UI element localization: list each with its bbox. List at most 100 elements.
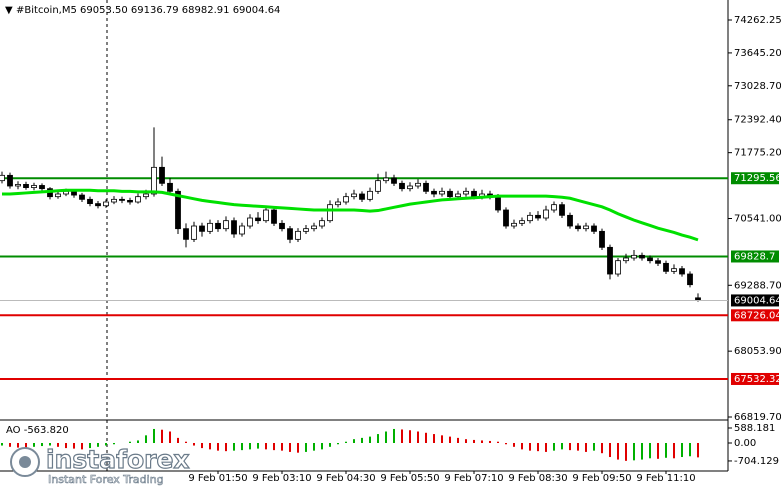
candle-body [231,220,237,235]
candle-body [111,198,117,203]
level-label-box [731,372,779,385]
candle-body [207,222,213,232]
candle-body [631,254,637,259]
x-tick-label: 9 Feb 01:50 [188,473,247,484]
chart-title: #Bitcoin,M5 69053.50 69136.79 68982.91 6… [16,5,280,16]
candle-body [423,182,429,192]
y-tick-label: 74262.25 [734,15,781,26]
candle-body [255,217,261,222]
candle-body [23,184,29,189]
candle-body [599,230,605,248]
logo-tagline: Instant Forex Trading [48,473,164,486]
y-tick-label: 73028.70 [734,81,781,92]
candle-body [215,222,221,230]
current-price-label: 69004.64 [734,295,781,306]
candle-body [0,174,5,182]
candle-body [271,209,277,224]
ao-tick-label: -704.129 [734,456,779,467]
candle-body [343,196,349,203]
x-tick-label: 9 Feb 09:50 [572,473,631,484]
candle-body [247,217,253,227]
candle-body [447,190,453,198]
candle-body [103,201,109,207]
logo-name: instaforex [46,445,190,474]
candle-body [591,225,597,232]
logo: instaforex Instant Forex Trading [10,444,190,486]
level-label: 71295.56 [734,173,781,184]
candle-body [263,209,269,222]
candle-body [639,254,645,259]
candle-body [31,185,37,189]
x-tick-label: 9 Feb 11:10 [636,473,695,484]
candle-body [191,225,197,240]
y-tick-label: 70541.00 [734,213,781,224]
candle-body [535,214,541,219]
ao-tick-label: 0.00 [734,438,756,449]
candle-body [151,166,157,195]
candle-body [175,190,181,230]
level-label-box [731,250,779,263]
current-price-box [731,294,779,307]
candle-body [647,257,653,262]
candle-body [223,220,229,230]
candle-body [7,174,13,187]
moving-average [2,188,699,242]
candle-body [655,260,661,264]
y-tick-label: 73645.20 [734,48,781,59]
candle-body [95,203,101,207]
candle-body [383,177,389,182]
level-label: 69828.7 [734,251,775,262]
candle-body [359,193,365,200]
candle-body [183,228,189,240]
level-label-box [731,172,779,185]
candle-body [583,225,589,230]
candle-body [407,185,413,190]
level-label: 68726.04 [734,310,781,321]
x-tick-label: 9 Feb 07:10 [444,473,503,484]
candle-body [527,214,533,222]
x-tick-label: 9 Feb 05:50 [380,473,439,484]
candle-body [71,190,77,196]
y-tick-label: 66819.70 [734,412,781,423]
candle-body [167,182,173,192]
candle-body [143,193,149,198]
candle-body [295,230,301,240]
candle-body [455,193,461,198]
candle-body [543,209,549,219]
x-tick-label: 9 Feb 04:30 [316,473,375,484]
candle-body [15,184,21,187]
candle-body [39,185,45,190]
candle-body [431,190,437,195]
candle-body [239,225,245,235]
candle-body [503,209,509,227]
candle-body [623,257,629,262]
candle-body [303,228,309,232]
candle-body [327,204,333,222]
candle-body [615,260,621,275]
candle-body [679,268,685,275]
candle-body [559,204,565,216]
y-tick-label: 71775.20 [734,148,781,159]
candle-body [55,193,61,198]
candle-body [567,214,573,227]
candle-body [399,182,405,190]
y-tick-label: 69288.70 [734,280,781,291]
candle-body [159,166,165,184]
candle-body [335,201,341,206]
candle-body [279,222,285,230]
candle-body [319,220,325,227]
candle-body [495,196,501,211]
candle-body [439,190,445,195]
candle-body [135,196,141,203]
x-tick-label: 9 Feb 03:10 [252,473,311,484]
y-tick-label: 68053.90 [734,346,781,357]
candle-body [551,204,557,211]
candle-body [127,200,133,203]
logo-icon-core [19,456,31,468]
candle-body [287,228,293,240]
candle-body [671,268,677,272]
candle-body [607,246,613,275]
candle-body [79,194,85,200]
